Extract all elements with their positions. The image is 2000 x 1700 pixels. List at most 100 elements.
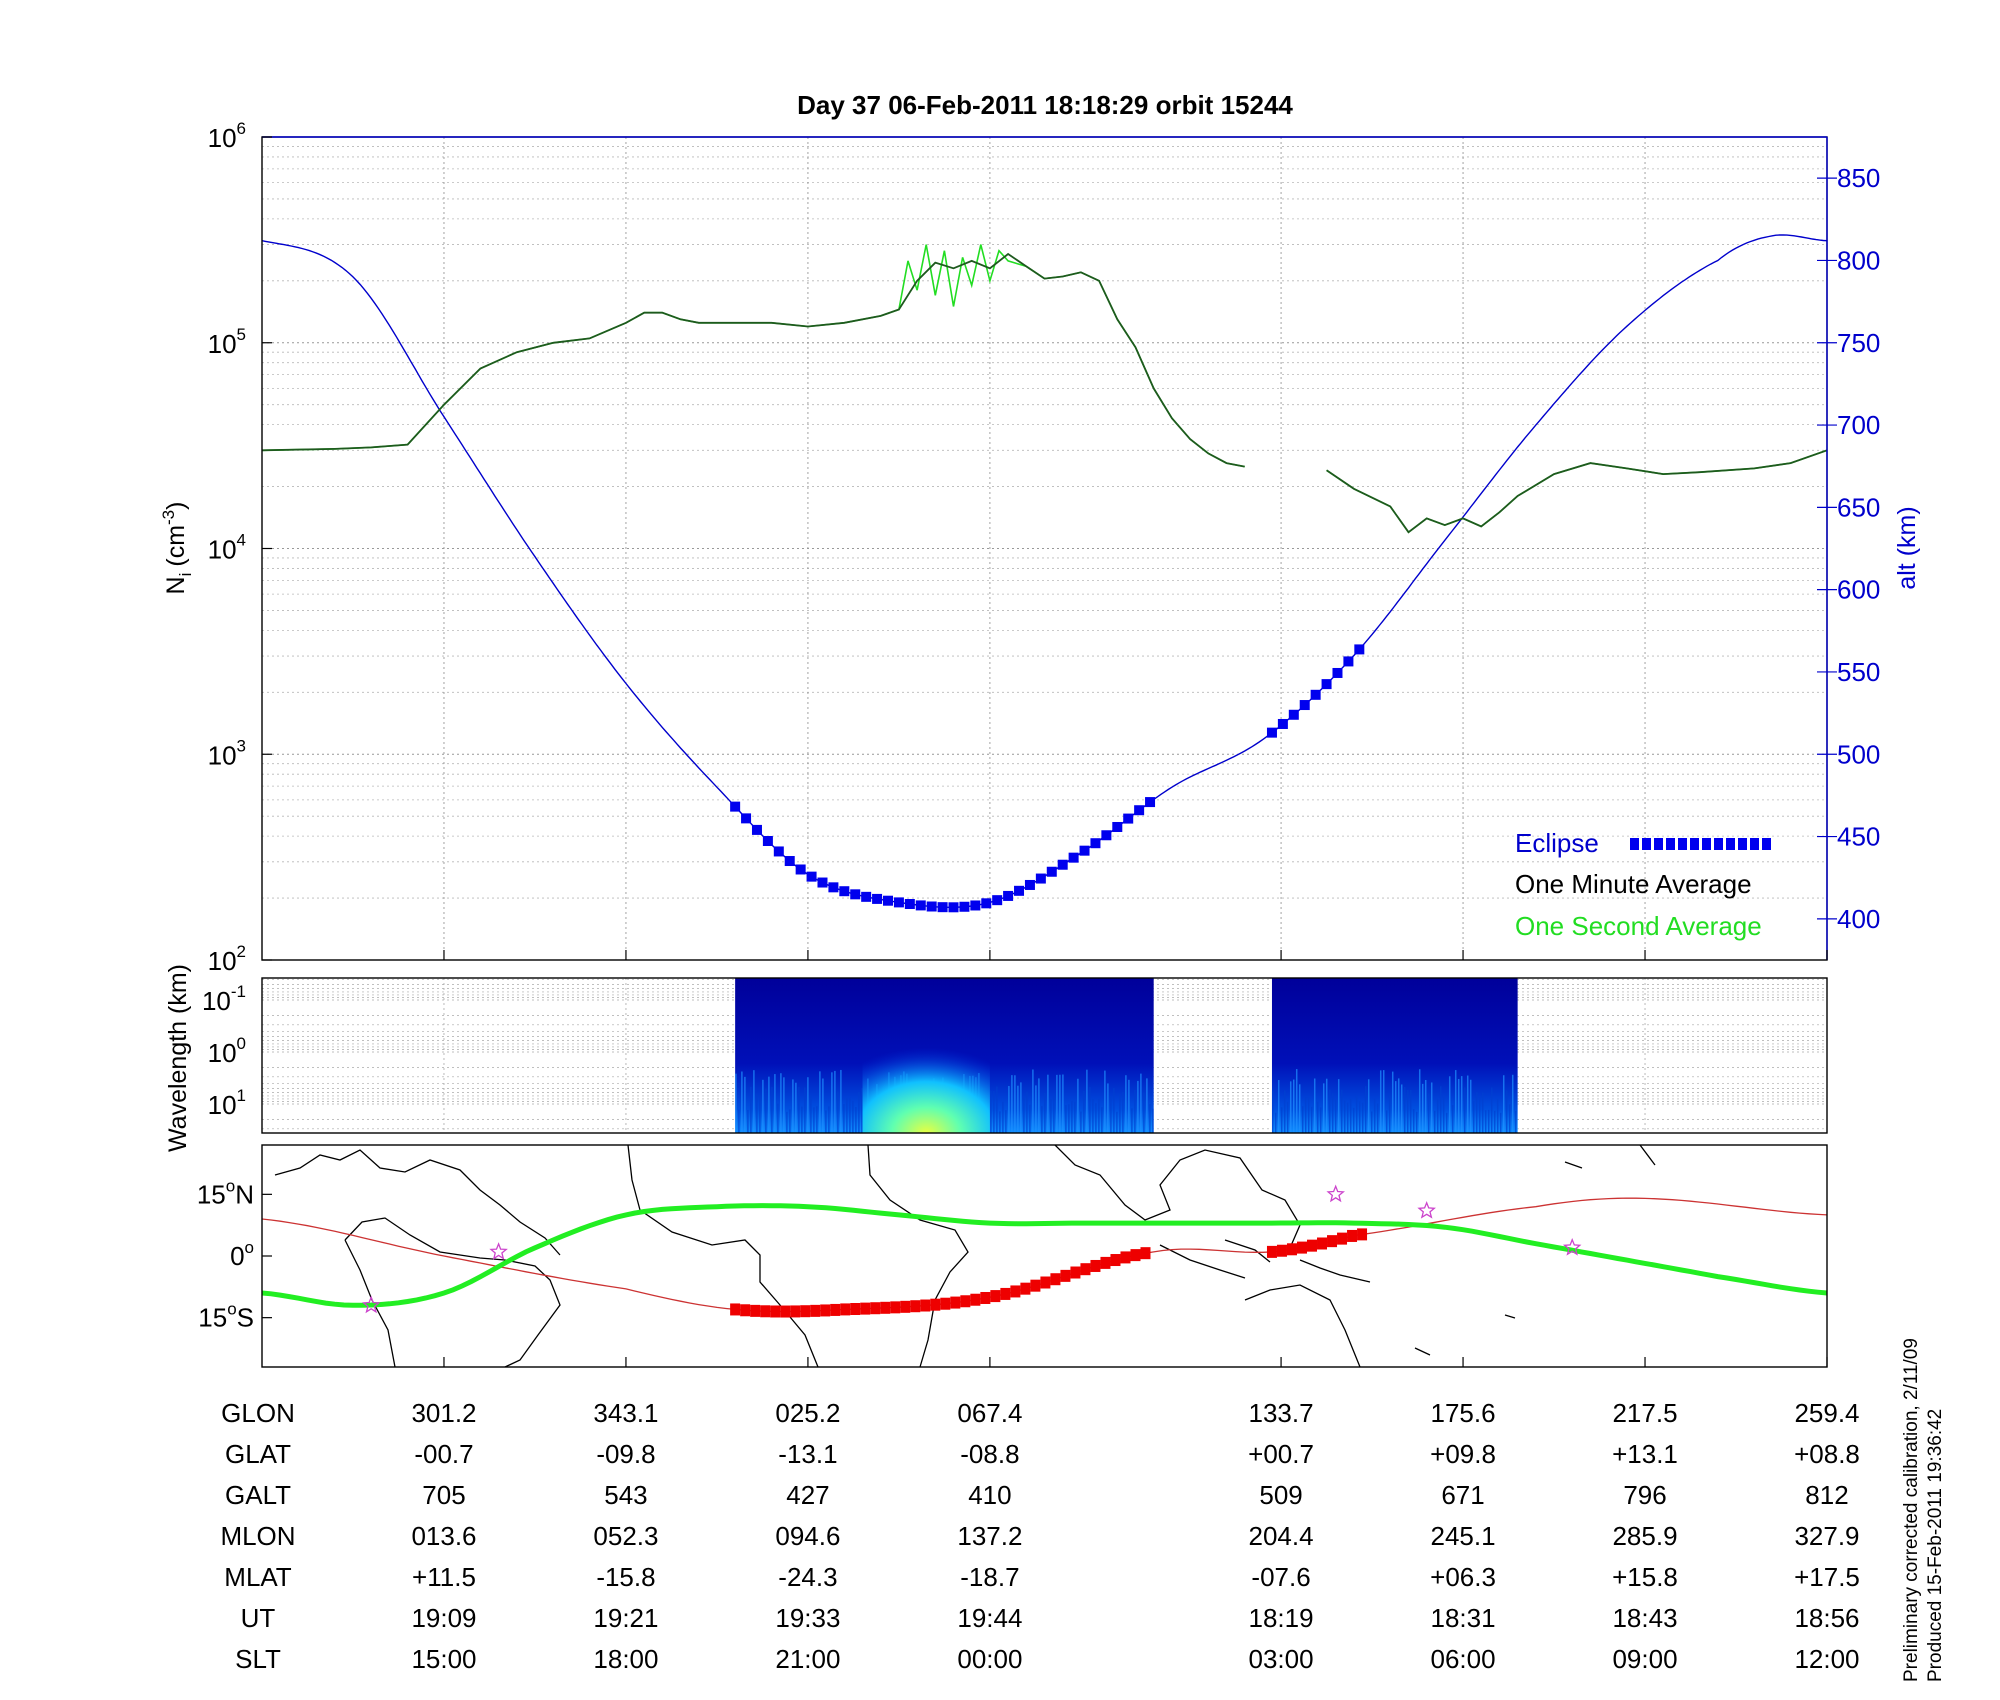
spectrogram-streak (1412, 1109, 1415, 1133)
spectrogram-streak (1035, 1085, 1037, 1133)
eclipse-marker (1101, 830, 1112, 841)
eclipse-marker (741, 813, 752, 824)
spectrogram-streak (1499, 1112, 1502, 1133)
spectrogram-streak (1487, 1109, 1490, 1133)
eclipse-ground-marker (780, 1305, 791, 1318)
spectrogram-streak (759, 1094, 761, 1133)
minute-average-series (262, 252, 1827, 534)
eclipse-ground-marker (790, 1305, 801, 1318)
density-ylabel: Ni(cm-3) (159, 502, 195, 595)
ephemeris-value: 133.7 (1249, 1398, 1314, 1428)
spectrogram-streak (1382, 1070, 1385, 1133)
spectrogram-streak (1110, 1096, 1112, 1133)
spectrogram-streak (999, 1111, 1001, 1133)
chart-title: Day 37 06-Feb-2011 18:18:29 orbit 15244 (797, 90, 1293, 120)
spectrogram-streak (1149, 1104, 1151, 1133)
spectrogram-streak (1436, 1099, 1439, 1133)
eclipse-ground-marker (910, 1300, 921, 1313)
spectrogram-streak (858, 1091, 860, 1133)
eclipse-ground-marker (1070, 1266, 1081, 1279)
spectrogram-streak (1020, 1082, 1022, 1133)
eclipse-ground-marker (1337, 1232, 1348, 1245)
eclipse-ground-marker (900, 1300, 911, 1313)
eclipse-ground-marker (1030, 1279, 1041, 1292)
spectrogram-streak (1050, 1099, 1052, 1133)
spectrogram-streak (816, 1106, 818, 1133)
ephemeris-value: 204.4 (1249, 1521, 1314, 1551)
spectrogram-streak (990, 1090, 992, 1133)
spectrogram-streak (1313, 1078, 1316, 1133)
spectrogram-streak (1089, 1087, 1091, 1133)
spectrogram-streak (1107, 1083, 1109, 1133)
ephemeris-label: GLAT (225, 1439, 291, 1469)
ephemeris-value: 12:00 (1794, 1644, 1859, 1674)
eclipse-ground-marker (820, 1304, 831, 1317)
legend-eclipse-label: Eclipse (1515, 828, 1599, 858)
eclipse-marker (872, 893, 883, 904)
spectrogram-streak (1008, 1085, 1010, 1133)
spectrogram-streak (747, 1109, 749, 1133)
spectrogram-streak (1125, 1075, 1127, 1133)
ephemeris-value: 705 (422, 1480, 465, 1510)
coastline-asia (1054, 1145, 1301, 1249)
map-ticks: 15oN 0o 15oS (197, 1176, 1828, 1367)
eclipse-ground-marker (810, 1304, 821, 1317)
ephemeris-value: 343.1 (593, 1398, 658, 1428)
eclipse-ground-marker (1100, 1256, 1111, 1269)
spectrogram-streak (1493, 1110, 1496, 1133)
eclipse-marker (850, 889, 861, 900)
density-segment (1326, 449, 1827, 534)
orbit-ground-track (262, 1203, 1827, 1308)
spectrogram-streak (1469, 1079, 1472, 1133)
right-tick-label: 650 (1837, 492, 1880, 522)
density-segment (262, 252, 1245, 468)
ephemeris-value: +11.5 (412, 1562, 476, 1592)
ephemeris-value: +06.3 (1430, 1562, 1496, 1592)
eclipse-ground-marker (1266, 1245, 1277, 1258)
spectrogram-streak (1128, 1079, 1130, 1133)
ephemeris-value: 18:56 (1794, 1603, 1859, 1633)
eclipse-marker (893, 897, 904, 908)
eclipse-ground-marker (1130, 1249, 1141, 1262)
eclipse-ground-marker (920, 1299, 931, 1312)
ephemeris-value: 301.2 (411, 1398, 476, 1428)
ephemeris-value: 543 (604, 1480, 647, 1510)
eclipse-marker (1112, 821, 1123, 832)
ephemeris-value: 06:00 (1431, 1644, 1496, 1674)
ephemeris-value: 18:19 (1249, 1603, 1314, 1633)
spectrogram-streak (825, 1110, 827, 1133)
map-panel: 15oN 0o 15oS (197, 1144, 1828, 1368)
spectrogram-streak (1304, 1097, 1307, 1133)
spectrogram-streak (1403, 1086, 1406, 1133)
spectrogram-streak (1119, 1093, 1121, 1133)
left-axis-ticks: 102 103 104 105 106 (208, 119, 1828, 976)
eclipse-ground-markers (730, 1228, 1368, 1318)
spectrogram-streak (750, 1086, 752, 1133)
eclipse-marker (839, 886, 850, 897)
eclipse-marker (1277, 718, 1288, 729)
ephemeris-label: UT (241, 1603, 276, 1633)
ephemeris-label: GLON (221, 1398, 295, 1428)
spectrogram-streak (1391, 1071, 1394, 1133)
right-tick-label: 750 (1837, 328, 1880, 358)
eclipse-ground-marker (1317, 1237, 1328, 1250)
eclipse-ground-marker (1347, 1229, 1358, 1242)
coastline-caribbean (274, 1149, 561, 1256)
spectrogram-streak (1134, 1090, 1136, 1133)
spectrogram-streak (1439, 1086, 1442, 1133)
ephemeris-value: 094.6 (775, 1521, 840, 1551)
ephemeris-value: 013.6 (411, 1521, 476, 1551)
right-tick-label: 550 (1837, 657, 1880, 687)
ephemeris-value: 03:00 (1249, 1644, 1314, 1674)
spectrogram-streak (1496, 1098, 1499, 1133)
spectrogram-streak (1023, 1097, 1025, 1133)
spectrogram-streak (1370, 1111, 1373, 1133)
eclipse-ground-marker (1357, 1228, 1368, 1241)
ephemeris-value: +15.8 (1612, 1562, 1678, 1592)
spectrogram-streak (768, 1076, 770, 1133)
eclipse-marker (817, 877, 828, 888)
eclipse-marker (937, 902, 948, 913)
spectrogram-streak (1146, 1078, 1148, 1133)
legend-eclipse-dot (1702, 838, 1711, 850)
spectrogram-streak (771, 1087, 773, 1133)
